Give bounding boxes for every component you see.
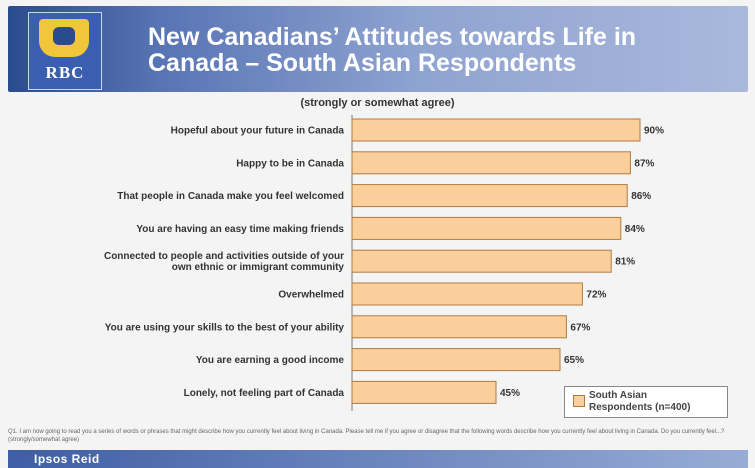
- legend-label-line-2: Respondents (n=400): [589, 402, 691, 413]
- category-label: Overwhelmed: [278, 290, 344, 301]
- legend-label-line-1: South Asian: [589, 390, 647, 401]
- title-line-1: New Canadians’ Attitudes towards Life in: [148, 23, 637, 51]
- bar-chart: Hopeful about your future in Canada 90% Ha…: [104, 115, 664, 411]
- question-footnote: Q1. I am now going to read you a series …: [8, 429, 725, 443]
- title-line-2: Canada – South Asian Respondents: [148, 49, 577, 77]
- header-banner: RBC New Canadians’ Attitudes towards Lif…: [8, 6, 748, 92]
- value-label: 81%: [615, 257, 635, 268]
- bar: [351, 216, 622, 240]
- legend-swatch: [573, 395, 585, 407]
- logo-text: RBC: [45, 63, 85, 82]
- bar: [351, 348, 561, 372]
- value-label: 90%: [644, 126, 664, 137]
- chart-legend: South Asian Respondents (n=400): [564, 386, 728, 418]
- category-label: You are having an easy time making frien…: [136, 224, 344, 235]
- bar: [351, 151, 631, 175]
- category-label: Happy to be in Canada: [236, 158, 344, 169]
- value-label: 84%: [625, 224, 645, 235]
- value-label: 86%: [631, 191, 651, 202]
- category-label: Lonely, not feeling part of Canada: [184, 388, 345, 399]
- category-label: Connected to people and activities outsi…: [104, 251, 344, 273]
- bar: [351, 315, 567, 339]
- value-label: 65%: [564, 355, 584, 366]
- value-label: 87%: [634, 158, 654, 169]
- category-label: You are earning a good income: [196, 355, 345, 366]
- page-title: New Canadians’ Attitudes towards Life in…: [148, 24, 738, 76]
- legend-label: South Asian Respondents (n=400): [589, 390, 725, 414]
- bar: [351, 380, 497, 404]
- ipsos-reid-logo: Ipsos Reid: [34, 452, 100, 466]
- value-label: 45%: [500, 388, 520, 399]
- category-label: That people in Canada make you feel welc…: [117, 191, 344, 202]
- value-label: 67%: [570, 322, 590, 333]
- bar: [351, 249, 612, 273]
- rbc-logo: RBC: [28, 12, 102, 90]
- value-label: 72%: [586, 290, 606, 301]
- lion-shield-icon: [39, 19, 89, 57]
- bar: [351, 184, 628, 208]
- category-label: You are using your skills to the best of…: [105, 322, 345, 333]
- chart-subtitle: (strongly or somewhat agree): [300, 97, 455, 109]
- bar: [351, 282, 583, 306]
- category-label: Hopeful about your future in Canada: [171, 126, 345, 137]
- bar: [351, 118, 641, 142]
- footer-bar: Ipsos Reid: [8, 450, 748, 468]
